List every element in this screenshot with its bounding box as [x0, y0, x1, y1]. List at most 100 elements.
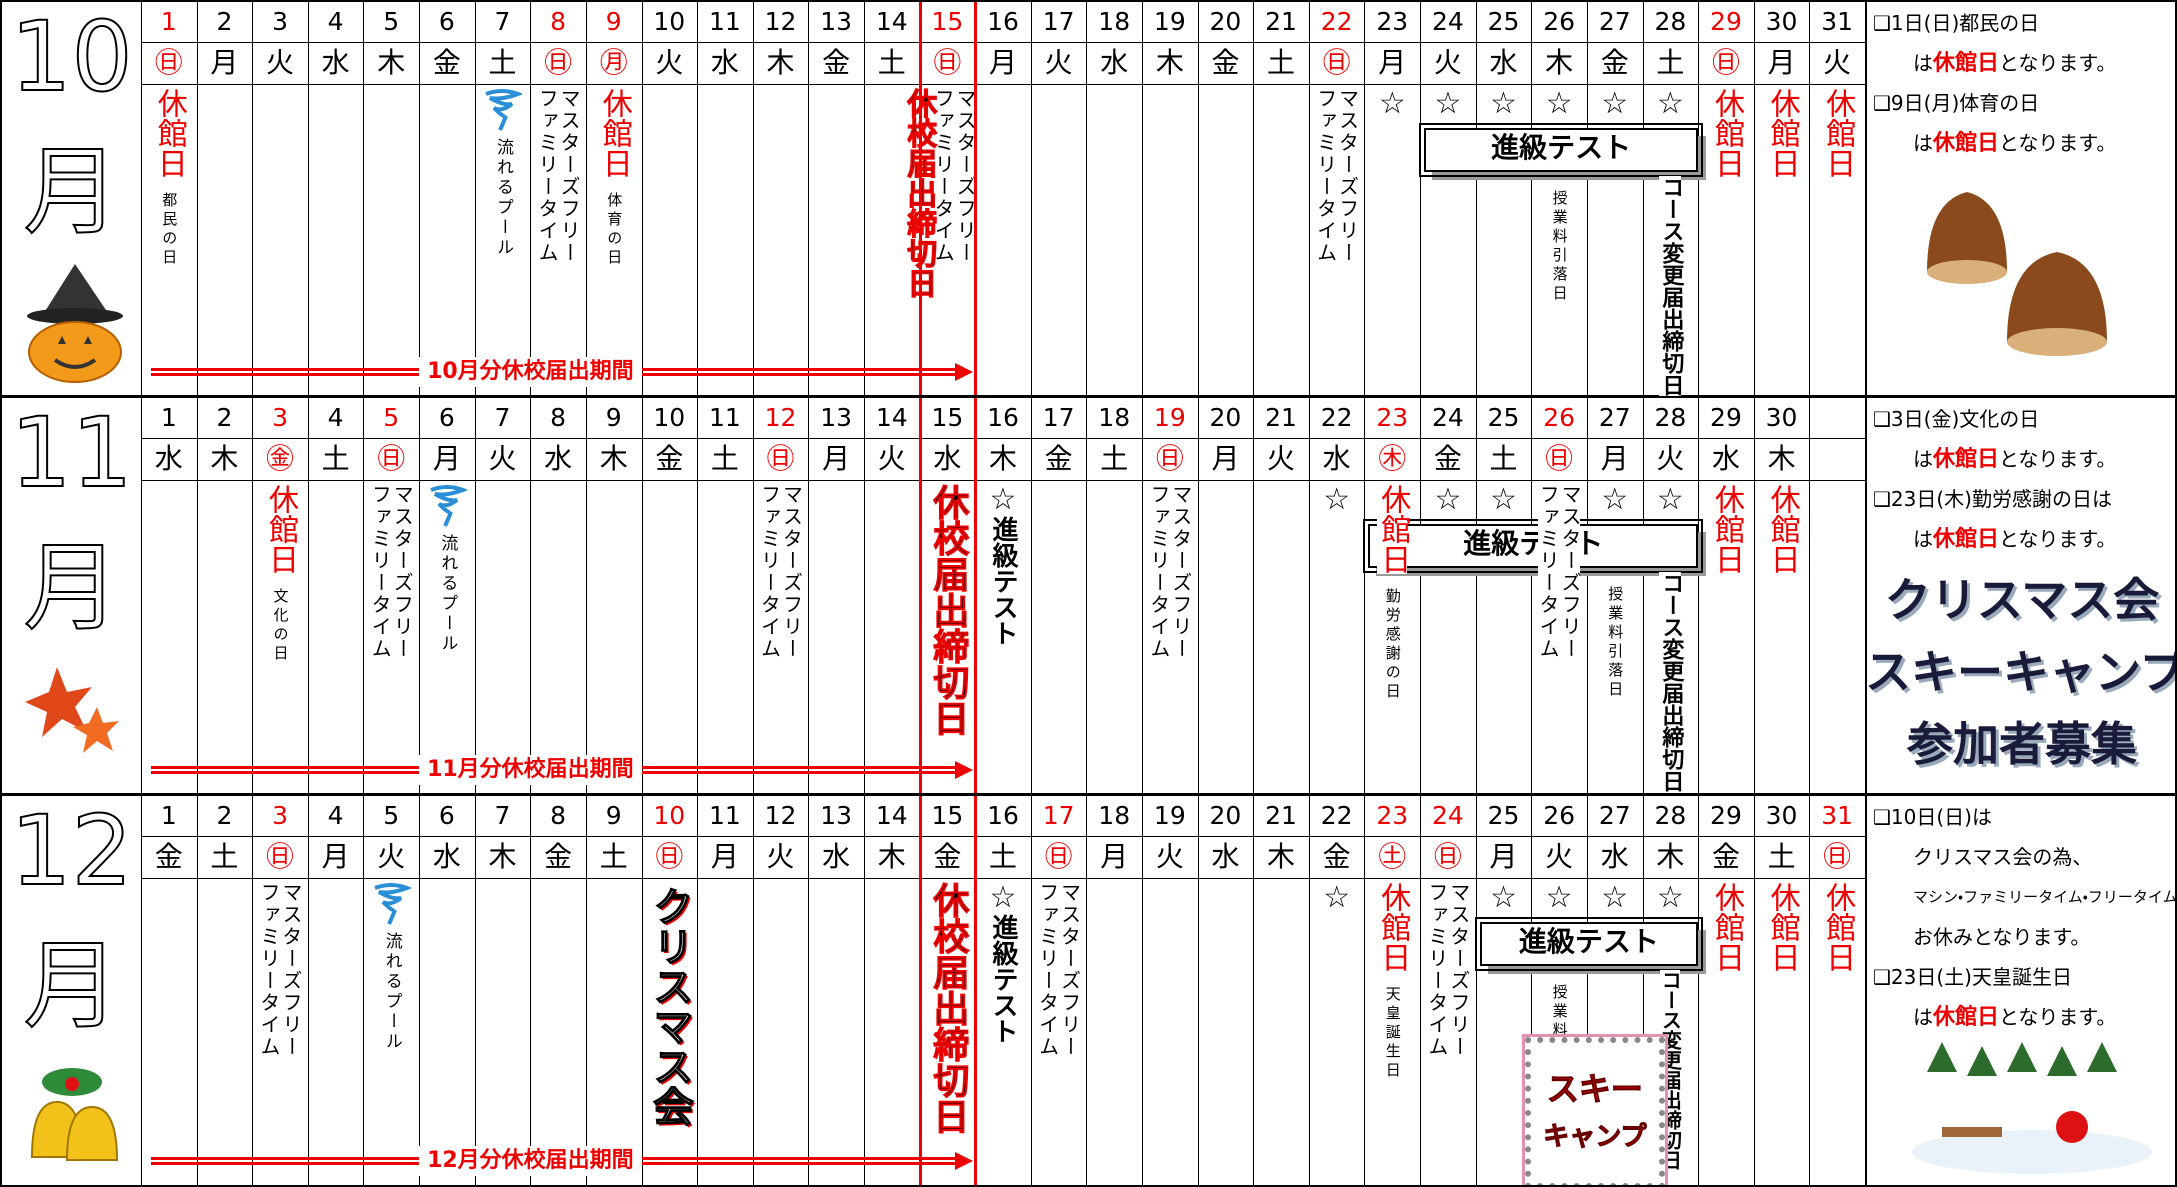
note-emphasis: 休館日 — [1933, 131, 2000, 156]
date: 14 — [875, 801, 908, 830]
column-line — [1698, 2, 1700, 395]
column-line — [419, 796, 421, 1185]
column-line — [752, 796, 754, 1185]
row-line — [141, 84, 1865, 85]
date: 15 — [931, 7, 964, 36]
weekday: ㊐ — [933, 46, 962, 79]
column-line — [1142, 796, 1144, 1185]
column-line — [1197, 398, 1199, 793]
date: 24 — [1431, 801, 1464, 830]
masters-line: マスターズフリー — [953, 88, 978, 264]
column-line — [808, 2, 810, 395]
weekday: 水 — [710, 46, 739, 79]
weekday: ㊐ — [1322, 46, 1351, 79]
weekday: ㊐ — [1155, 442, 1184, 475]
day-cell: マスターズフリー ファミリータイム — [1309, 88, 1365, 264]
date: 19 — [1153, 7, 1186, 36]
note-line: ❑1日(日)都民の日 — [1873, 8, 2039, 38]
deadline-label: 休校届出締切日 — [927, 882, 969, 1135]
weekday: 水 — [1322, 442, 1351, 475]
date: 5 — [383, 801, 400, 830]
date: 13 — [820, 403, 853, 432]
column-line — [1475, 796, 1477, 1185]
weekday: 木 — [1767, 442, 1796, 475]
star: ☆ — [1545, 880, 1573, 915]
period-label: 11月分休校届出期間 — [419, 755, 642, 785]
weekday: 火 — [655, 46, 684, 79]
weekday: 木 — [988, 442, 1017, 475]
note-text: は — [1913, 527, 1933, 551]
day-cell: 休館日 天皇誕生日 — [1364, 882, 1420, 1081]
masters-line: ファミリータイム — [1035, 882, 1060, 1058]
course-deadline: コース変更届出締切日 — [1658, 572, 1684, 792]
period-label: 10月分休校届出期間 — [419, 357, 642, 387]
weekday: ㊍ — [1378, 442, 1407, 475]
date: 5 — [383, 403, 400, 432]
column-line — [808, 796, 810, 1185]
month-number: 12 — [9, 795, 133, 907]
date: 19 — [1153, 403, 1186, 432]
weekday: 金 — [432, 46, 461, 79]
masters-line: マスターズフリー — [1335, 88, 1360, 264]
note-emphasis: 休館日 — [1933, 527, 2000, 552]
weekday: 金 — [933, 840, 962, 873]
column-line — [530, 2, 532, 395]
weekday: 月 — [988, 46, 1017, 79]
column-line — [1531, 2, 1533, 395]
weekday: ㊐ — [266, 840, 295, 873]
weekday: 金 — [1322, 840, 1351, 873]
date: 21 — [1265, 801, 1297, 830]
column-line — [1308, 796, 1310, 1185]
weekday: ㊐ — [1433, 840, 1462, 873]
column-line — [1030, 2, 1032, 395]
weekday: 月 — [822, 442, 851, 475]
note-text: ❑1日(日)都民の日 — [1873, 11, 2040, 35]
star: ☆ — [1656, 86, 1684, 121]
day-cell: ☆ 授業料引落日 — [1587, 484, 1643, 700]
date: 3 — [272, 403, 288, 432]
column-line — [697, 796, 699, 1185]
date: 30 — [1765, 7, 1798, 36]
day-cell: ☆ 進級テスト — [975, 882, 1031, 1044]
closed-label: 休館日 — [1764, 88, 1800, 178]
weekday: 水 — [1100, 46, 1129, 79]
date: 12 — [764, 801, 797, 830]
deadline-line — [974, 398, 978, 793]
column-line — [1420, 2, 1422, 395]
star: ☆ — [1490, 482, 1517, 517]
column-line — [1586, 796, 1588, 1185]
star: ☆ — [1434, 482, 1462, 517]
weekday: 月 — [710, 840, 739, 873]
day-cell: ☆ — [1476, 882, 1532, 914]
day-cell: 休館日 — [1754, 484, 1810, 574]
note-text: ❑23日(木)勤労感謝の日は — [1873, 487, 2112, 511]
deadline-line — [918, 2, 922, 395]
day-cell: ☆ 授業料引落日 — [1531, 88, 1587, 304]
day-cell: 休校届出締切日 — [920, 484, 976, 737]
weekday: 火 — [1433, 46, 1462, 79]
note-divider — [1865, 398, 1867, 793]
day-cell: 休館日 — [1754, 88, 1810, 178]
closed-label: 休館日 — [263, 484, 299, 574]
weekday: 木 — [1545, 46, 1574, 79]
pool-label: 流れるプール — [492, 138, 513, 258]
test-banner: 進級テスト — [1474, 917, 1704, 971]
date: 1 — [160, 801, 177, 830]
pumpkin-icon — [27, 264, 123, 383]
xmas-label: クリスマス会 — [646, 885, 694, 1127]
row-line — [141, 42, 1865, 43]
closed-label: 休館日 — [1820, 88, 1856, 178]
closed-label: 休館日 — [1375, 484, 1411, 574]
date: 18 — [1098, 801, 1131, 830]
column-line — [1197, 796, 1199, 1185]
date: 10 — [653, 7, 686, 36]
star: ☆ — [1378, 86, 1406, 121]
star: ☆ — [1601, 482, 1629, 517]
day-cell: マスターズフリー ファミリータイム — [530, 88, 586, 264]
weekday: ㊐ — [1545, 442, 1574, 475]
weekday: 土 — [988, 840, 1017, 873]
date: 2 — [216, 403, 233, 432]
column-line — [585, 2, 587, 395]
column-line — [419, 398, 421, 793]
date: 27 — [1598, 7, 1631, 36]
